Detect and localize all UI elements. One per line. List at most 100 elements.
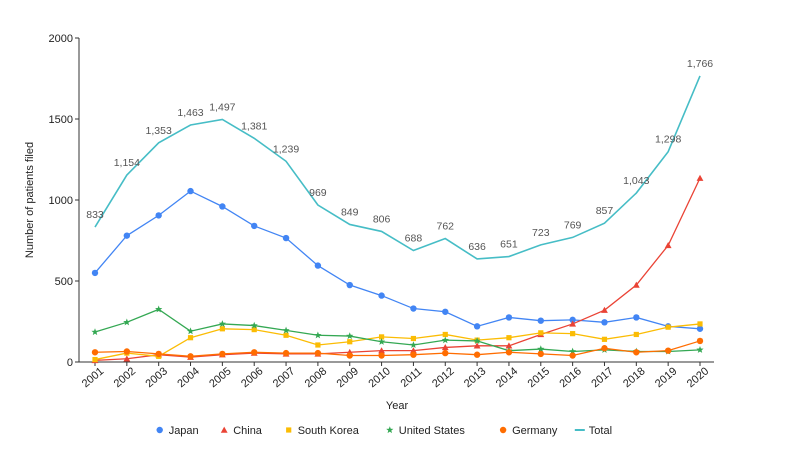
data-point-germany — [664, 347, 672, 354]
legend-item-germany[interactable]: Germany — [499, 425, 558, 437]
data-point-south-korea — [633, 331, 639, 338]
data-point-south-korea — [665, 324, 671, 330]
y-tick-label: 1500 — [49, 114, 73, 126]
data-point-germany — [537, 350, 544, 358]
data-point-south-korea — [410, 335, 417, 342]
legend-item-total[interactable]: Total — [574, 425, 612, 437]
data-point-japan — [442, 308, 449, 315]
legend-marker-japan — [156, 426, 163, 434]
data-point-japan — [696, 325, 704, 332]
data-point-united-states — [250, 321, 258, 329]
data-point-united-states — [155, 305, 163, 313]
data-point-japan — [569, 316, 576, 324]
data-point-germany — [410, 351, 417, 358]
data-point-germany — [569, 352, 576, 359]
legend-label: Total — [589, 425, 612, 437]
x-tick-label: 2004 — [175, 365, 201, 390]
data-point-united-states — [123, 318, 131, 326]
data-label-total: 806 — [373, 213, 391, 225]
data-point-japan — [219, 203, 226, 210]
series-united-states — [91, 305, 704, 355]
x-tick-label: 2017 — [589, 365, 615, 390]
data-point-china — [441, 344, 449, 351]
data-point-japan — [251, 222, 258, 230]
data-label-total: 1,381 — [241, 120, 267, 132]
x-tick-label: 2009 — [335, 365, 361, 390]
data-point-united-states — [282, 326, 290, 334]
data-point-south-korea — [506, 335, 512, 341]
data-label-total: 1,239 — [273, 143, 299, 155]
data-point-china — [569, 320, 577, 327]
data-label-total: 1,497 — [209, 101, 235, 113]
legend-item-united-states[interactable]: United States — [386, 425, 465, 437]
data-point-china — [378, 347, 385, 354]
series-total — [94, 75, 701, 260]
data-point-south-korea — [570, 331, 576, 337]
data-point-germany — [123, 348, 131, 355]
legend-marker-china — [220, 426, 228, 433]
data-point-united-states — [696, 346, 704, 353]
data-point-united-states — [409, 341, 418, 349]
data-point-germany — [442, 349, 449, 357]
data-point-united-states — [314, 331, 322, 339]
data-label-total: 1,463 — [177, 107, 203, 119]
data-point-germany — [378, 352, 385, 359]
x-tick-label: 2005 — [207, 365, 233, 390]
x-ticks: 2001 2002 2003 2004 2005 2006 2007 2008 2009 2010… — [80, 362, 711, 390]
data-label-total: 1,353 — [146, 125, 172, 137]
legend-label: Germany — [512, 425, 558, 437]
data-point-china — [696, 174, 704, 181]
x-tick-label: 2012 — [430, 365, 456, 390]
data-point-germany — [601, 345, 608, 352]
data-point-germany — [219, 350, 226, 358]
data-point-united-states — [346, 332, 354, 340]
series-line-japan — [94, 190, 701, 330]
data-point-germany — [155, 350, 162, 358]
x-tick-label: 2014 — [494, 365, 520, 390]
data-point-south-korea — [378, 334, 385, 340]
data-point-united-states — [569, 347, 577, 355]
x-tick-label: 2013 — [462, 365, 488, 390]
series-line-total — [94, 75, 701, 260]
data-point-south-korea — [697, 321, 703, 327]
data-point-south-korea — [538, 330, 544, 336]
x-tick-label: 2006 — [239, 365, 265, 390]
data-point-south-korea — [601, 336, 608, 342]
y-tick-label: 2000 — [49, 33, 73, 45]
x-tick-label: 2019 — [653, 365, 679, 390]
x-tick-label: 2002 — [112, 365, 138, 390]
data-point-united-states — [377, 337, 386, 345]
series-japan — [91, 187, 704, 332]
series-line-united-states — [94, 308, 701, 353]
legend: Japan China South Korea United States German… — [156, 425, 612, 437]
x-tick-label: 2011 — [399, 366, 425, 390]
data-label-total: 1,298 — [655, 134, 681, 146]
data-point-south-korea — [347, 339, 353, 345]
data-label-total: 651 — [500, 239, 518, 251]
series-line-germany — [94, 340, 701, 357]
legend-label: United States — [399, 425, 466, 437]
y-axis-title: Number of patients filed — [24, 142, 36, 258]
data-point-japan — [187, 187, 194, 195]
y-ticks: 0 500 1000 1500 2000 — [49, 33, 79, 369]
legend-item-japan[interactable]: Japan — [156, 425, 199, 437]
data-point-germany — [346, 352, 353, 359]
data-point-south-korea — [283, 332, 289, 338]
data-label-total: 833 — [86, 209, 104, 221]
legend-marker-united-states — [386, 426, 394, 434]
legend-item-china[interactable]: China — [220, 425, 263, 437]
data-point-south-korea — [251, 327, 257, 333]
data-point-china — [601, 306, 608, 313]
data-point-united-states — [537, 345, 545, 353]
data-point-japan — [410, 305, 417, 312]
data-point-china — [632, 281, 640, 288]
data-point-germany — [187, 353, 194, 360]
data-point-united-states — [218, 320, 226, 327]
data-point-china — [505, 342, 513, 349]
x-tick-label: 2010 — [366, 365, 392, 390]
series-line-china — [94, 177, 701, 362]
data-label-total: 1,154 — [114, 157, 140, 169]
legend-item-south-korea[interactable]: South Korea — [286, 425, 360, 437]
data-point-germany — [633, 349, 640, 356]
data-label-total: 769 — [564, 219, 582, 231]
